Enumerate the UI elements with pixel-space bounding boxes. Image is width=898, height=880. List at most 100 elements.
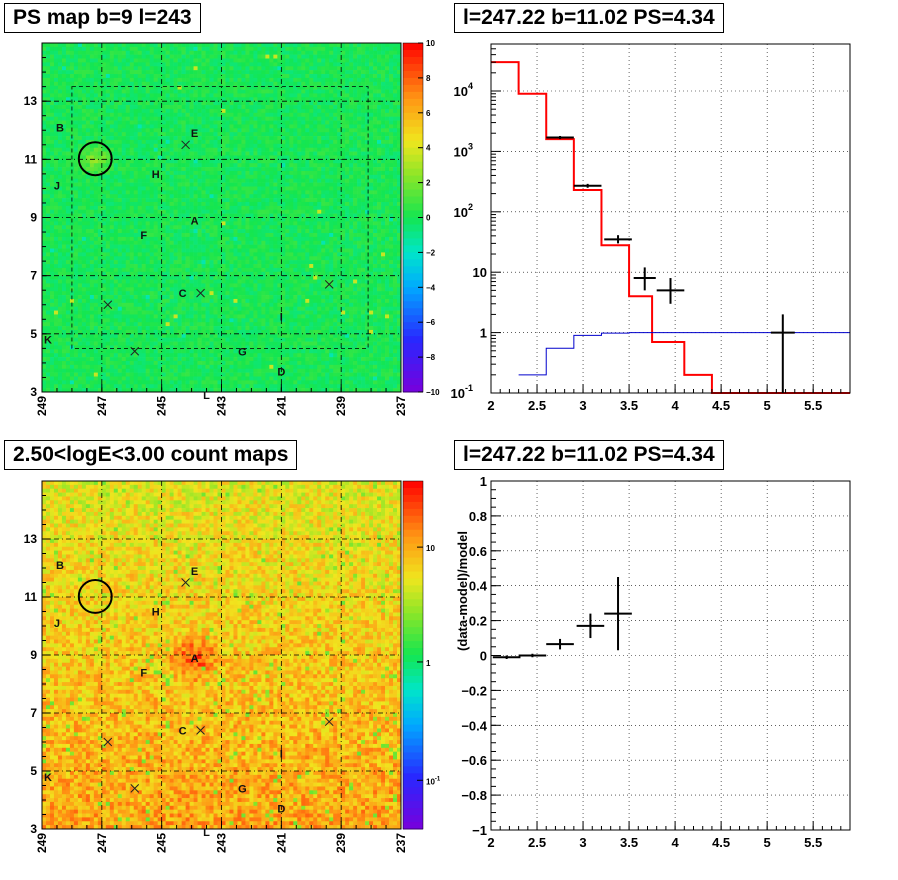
colorbar-segment xyxy=(403,78,423,85)
source-label-D: D xyxy=(277,804,285,816)
colorbar-segment xyxy=(403,759,423,766)
colorbar-tick-label: 10 xyxy=(426,39,435,48)
colorbar-segment xyxy=(403,190,423,197)
x-tick-label: 2.5 xyxy=(528,835,546,850)
x-tick-label: 3.5 xyxy=(620,398,638,413)
colorbar-segment xyxy=(403,502,423,509)
colorbar-segment xyxy=(403,71,423,78)
colorbar-segment xyxy=(403,169,423,176)
colorbar-segment xyxy=(403,211,423,218)
source-label-J: J xyxy=(54,181,60,193)
source-label-B: B xyxy=(56,560,64,572)
y-tick-label: 10 xyxy=(473,265,487,280)
x-tick-label: 4 xyxy=(671,835,679,850)
colorbar-segment xyxy=(403,92,423,99)
spectrum-title: l=247.22 b=11.02 PS=4.34 xyxy=(454,3,724,33)
colorbar-tick-label: 8 xyxy=(426,74,431,83)
x-tick-label: 5.5 xyxy=(804,398,822,413)
colorbar-segment xyxy=(403,766,423,773)
source-label-A: A xyxy=(191,215,199,227)
count-map-title: 2.50<logE<3.00 count maps xyxy=(4,440,297,470)
colorbar-segment xyxy=(403,565,423,572)
colorbar-segment xyxy=(403,627,423,634)
colorbar-segment xyxy=(403,787,423,794)
colorbar-segment xyxy=(403,43,423,50)
y-tick-label: 1 xyxy=(480,326,487,341)
colorbar-segment xyxy=(403,273,423,280)
colorbar-segment xyxy=(403,558,423,565)
x-tick-label: 241 xyxy=(274,833,288,853)
colorbar-segment xyxy=(403,669,423,676)
colorbar-segment xyxy=(403,350,423,357)
colorbar-segment xyxy=(403,690,423,697)
y-tick-label: 0.6 xyxy=(469,544,487,559)
colorbar-segment xyxy=(403,718,423,725)
y-tick-label: −0.8 xyxy=(461,788,487,803)
y-tick-label: 11 xyxy=(24,590,37,604)
colorbar-segment xyxy=(403,176,423,183)
x-tick-label: 3 xyxy=(579,835,586,850)
colorbar-tick-label: −8 xyxy=(426,353,436,362)
x-tick-label: 2 xyxy=(487,398,494,413)
colorbar-segment xyxy=(403,578,423,585)
colorbar-segment xyxy=(403,183,423,190)
colorbar-segment xyxy=(403,218,423,225)
colorbar-segment xyxy=(403,120,423,127)
x-tick-label: 3 xyxy=(579,398,586,413)
colorbar-segment xyxy=(403,259,423,266)
colorbar-segment xyxy=(403,551,423,558)
source-label-G: G xyxy=(238,783,247,795)
x-tick-label: 243 xyxy=(215,833,229,853)
colorbar-segment xyxy=(403,752,423,759)
x-tick-label: 2.5 xyxy=(528,398,546,413)
y-tick-label: 103 xyxy=(454,141,473,159)
y-tick-label: 9 xyxy=(30,648,37,662)
source-label-L: L xyxy=(203,827,210,839)
colorbar-segment xyxy=(403,238,423,245)
colorbar-segment xyxy=(403,530,423,537)
colorbar-tick-label: 10-1 xyxy=(426,776,440,786)
x-tick-label: 2 xyxy=(487,835,494,850)
y-tick-label: −1 xyxy=(472,823,487,838)
colorbar-segment xyxy=(403,57,423,64)
x-tick-label: 247 xyxy=(95,396,109,416)
colorbar-segment xyxy=(403,599,423,606)
colorbar-segment xyxy=(403,585,423,592)
colorbar-segment xyxy=(403,662,423,669)
x-tick-label: 237 xyxy=(394,396,408,416)
source-label-I: I xyxy=(280,749,283,761)
colorbar-segment xyxy=(403,224,423,231)
colorbar-segment xyxy=(403,620,423,627)
colorbar-segment xyxy=(403,287,423,294)
source-label-C: C xyxy=(179,288,187,300)
colorbar-segment xyxy=(403,134,423,141)
colorbar-segment xyxy=(403,711,423,718)
x-tick-label: 5.5 xyxy=(804,835,822,850)
y-tick-label: 3 xyxy=(30,385,37,399)
y-tick-label: 7 xyxy=(30,269,37,283)
colorbar-segment xyxy=(403,113,423,120)
colorbar-segment xyxy=(403,634,423,641)
colorbar-segment xyxy=(403,155,423,162)
source-label-H: H xyxy=(152,607,160,619)
colorbar-segment xyxy=(403,655,423,662)
x-tick-label: 237 xyxy=(394,833,408,853)
colorbar-tick-label: −6 xyxy=(426,318,436,327)
colorbar-tick-label: −4 xyxy=(426,283,436,292)
colorbar-segment xyxy=(403,676,423,683)
y-tick-label: 0.2 xyxy=(469,614,487,629)
x-tick-label: 4.5 xyxy=(712,398,730,413)
x-tick-label: 245 xyxy=(155,396,169,416)
y-tick-label: 102 xyxy=(454,202,473,220)
colorbar-segment xyxy=(403,364,423,371)
colorbar-segment xyxy=(403,378,423,385)
colorbar-segment xyxy=(403,64,423,71)
source-label-H: H xyxy=(152,169,160,181)
y-tick-label: 1 xyxy=(480,474,487,489)
colorbar-segment xyxy=(403,106,423,113)
y-tick-label: 13 xyxy=(24,532,38,546)
